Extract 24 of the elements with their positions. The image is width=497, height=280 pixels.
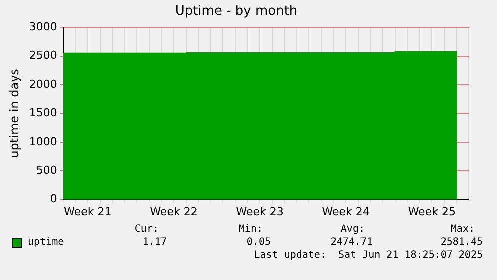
y-tick-label: 1000 xyxy=(29,135,58,148)
text: Last update: Sat Jun 21 18:25:07 2025 xyxy=(254,250,483,261)
text: Max: xyxy=(450,224,475,235)
text: 1.17 xyxy=(142,237,167,248)
text: 2581.45 xyxy=(440,237,483,248)
y-axis-title: uptime in days xyxy=(7,69,22,158)
x-tick-label: Week 23 xyxy=(236,205,284,218)
y-tick-label: 0 xyxy=(50,192,58,206)
chart-title: Uptime - by month xyxy=(175,4,298,20)
y-tick-label: 2000 xyxy=(29,78,58,91)
text: 0.05 xyxy=(246,237,271,248)
text: Min: xyxy=(238,224,263,235)
text: uptime xyxy=(28,237,64,248)
x-tick-label: Week 21 xyxy=(64,205,112,218)
x-tick-label: Week 25 xyxy=(408,205,456,218)
y-tick-label: 500 xyxy=(36,164,58,177)
y-tick-label: 3000 xyxy=(29,20,58,34)
x-tick-label: Week 22 xyxy=(150,205,198,218)
y-tick-label: 2500 xyxy=(29,49,58,62)
x-tick-label: Week 24 xyxy=(322,205,370,218)
text: 2474.71 xyxy=(330,237,373,248)
text: Cur: xyxy=(134,224,159,235)
y-tick-label: 1500 xyxy=(29,106,58,120)
text: Avg: xyxy=(340,224,365,235)
